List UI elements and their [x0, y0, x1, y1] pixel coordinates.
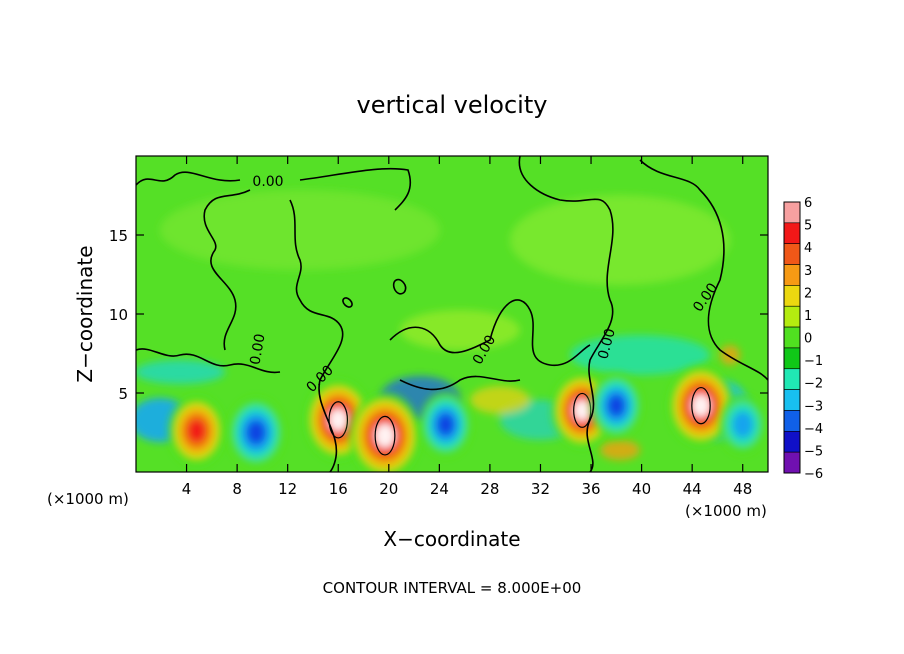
x-axis-label: X−coordinate [383, 527, 520, 551]
x-tick-label: 28 [480, 480, 499, 498]
colorbar-label: 6 [804, 196, 812, 211]
colorbar-label: −2 [804, 377, 823, 392]
y-tick-label: 5 [118, 385, 128, 403]
contour-label: 0.00 [595, 327, 619, 361]
colorbar-segment [783, 243, 801, 265]
chart-title: vertical velocity [357, 91, 548, 119]
y-tick-label: 10 [109, 306, 128, 324]
x-unit-left: (×1000 m) [47, 490, 129, 508]
contour-label: 0.00 [252, 174, 283, 190]
y-axis-label: Z−coordinate [73, 245, 97, 382]
colorbar: 6 5 4 3 2 1 0 −1 −2 −3 −4 −5 −6 [783, 196, 823, 482]
velocity-core [228, 397, 285, 468]
colorbar-label: 3 [804, 264, 812, 279]
y-tick-label: 15 [109, 227, 128, 245]
colorbar-segment [783, 389, 801, 411]
colorbar-label: −5 [804, 444, 823, 459]
colorbar-segment [783, 451, 801, 474]
colorbar-label: 2 [804, 286, 812, 301]
colorbar-label: −3 [804, 399, 823, 414]
x-tick-label: 44 [683, 480, 702, 498]
x-tick-label: 24 [430, 480, 449, 498]
x-tick-label: 12 [278, 480, 297, 498]
x-tick-label: 20 [379, 480, 398, 498]
colorbar-segment [783, 347, 801, 370]
velocity-core [168, 395, 225, 466]
colorbar-segment [783, 368, 801, 390]
colorbar-frame [783, 201, 801, 474]
colorbar-label: −1 [804, 354, 823, 369]
velocity-core [420, 392, 472, 457]
colorbar-segment [783, 222, 801, 244]
x-tick-label: 4 [182, 480, 192, 498]
contour-label: 0.00 [247, 333, 268, 366]
contour-interval-text: CONTOUR INTERVAL = 8.000E+00 [323, 579, 582, 597]
x-tick-label: 48 [733, 480, 752, 498]
colorbar-label: 4 [804, 241, 812, 256]
core-contour [691, 386, 711, 425]
colorbar-label: 1 [804, 309, 812, 324]
x-tick-label: 8 [232, 480, 242, 498]
x-tick-label: 40 [632, 480, 651, 498]
colorbar-segment [783, 201, 801, 224]
feature-layer [168, 365, 766, 472]
colorbar-label: −6 [804, 467, 823, 482]
colorbar-label: 0 [804, 332, 812, 347]
colorbar-segment [783, 285, 801, 307]
plot-area: 0.000.000.000.00 0.000.00 [135, 155, 769, 473]
x-axis: 4 8 12 16 20 24 28 32 36 40 44 48 [182, 156, 752, 498]
y-axis: 5 10 15 [109, 227, 768, 403]
x-tick-label: 36 [581, 480, 600, 498]
contour-lines [136, 156, 768, 472]
colorbar-label: 5 [804, 219, 812, 234]
velocity-core [719, 394, 766, 455]
colorbar-label: −4 [804, 422, 823, 437]
colorbar-segment [783, 264, 801, 286]
colorbar-segment [783, 410, 801, 432]
core-contour [374, 415, 396, 456]
colorbar-segment [783, 431, 801, 453]
colorbar-segment [783, 326, 801, 349]
core-contour [573, 392, 592, 428]
x-unit-right: (×1000 m) [685, 502, 767, 520]
core-contour [328, 401, 349, 439]
x-tick-label: 16 [329, 480, 348, 498]
colorbar-segment [783, 305, 801, 328]
x-tick-label: 32 [531, 480, 550, 498]
velocity-core [590, 373, 642, 439]
velocity-core [349, 392, 421, 472]
